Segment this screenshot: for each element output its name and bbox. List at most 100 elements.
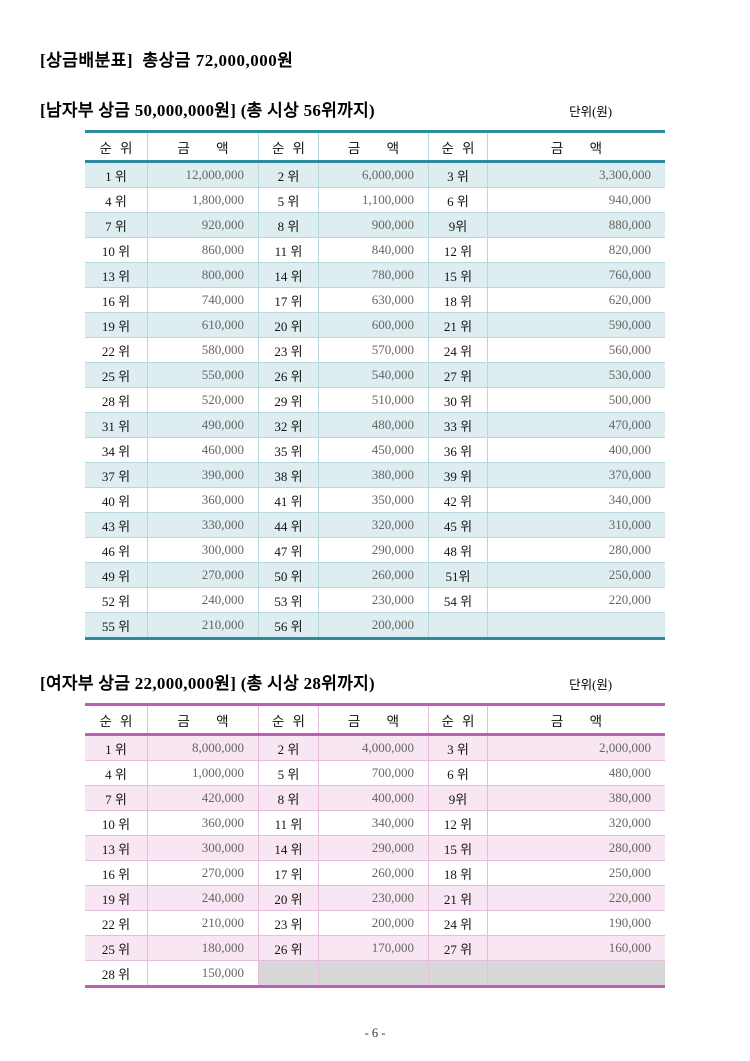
amount-cell: 200,000 bbox=[318, 613, 428, 637]
amount-cell: 360,000 bbox=[147, 488, 258, 512]
rank-cell: 19 위 bbox=[101, 891, 131, 907]
table-row: 55 위 210,000 56 위 200,000 bbox=[85, 612, 665, 637]
amount-cell: 6,000,000 bbox=[318, 163, 428, 187]
amount-cell: 470,000 bbox=[487, 413, 665, 437]
amount-cell: 290,000 bbox=[318, 836, 428, 860]
amount-cell: 630,000 bbox=[318, 288, 428, 312]
amount-cell: 380,000 bbox=[318, 463, 428, 487]
rank-cell: 26 위 bbox=[258, 363, 318, 387]
rank-cell: 17 위 bbox=[258, 861, 318, 885]
rank-cell: 19 위 bbox=[101, 318, 131, 334]
rank-cell: 6 위 bbox=[428, 761, 487, 785]
amount-cell: 2,000,000 bbox=[487, 736, 665, 760]
rank-cell: 5 위 bbox=[258, 188, 318, 212]
amount-cell: 620,000 bbox=[487, 288, 665, 312]
amount-cell: 340,000 bbox=[487, 488, 665, 512]
amount-cell: 530,000 bbox=[487, 363, 665, 387]
table-row: 28 위 520,000 29 위 510,000 30 위 500,000 bbox=[85, 387, 665, 412]
amount-cell: 800,000 bbox=[147, 263, 258, 287]
rank-cell: 52 위 bbox=[101, 593, 131, 609]
rank-cell: 22 위 bbox=[101, 916, 131, 932]
men-unit-label: 단위(원) bbox=[569, 105, 612, 119]
rank-cell: 21 위 bbox=[428, 313, 487, 337]
amount-cell: 820,000 bbox=[487, 238, 665, 262]
rank-cell: 55 위 bbox=[101, 618, 131, 634]
table-row: 37 위 390,000 38 위 380,000 39 위 370,000 bbox=[85, 462, 665, 487]
amount-cell: 560,000 bbox=[487, 338, 665, 362]
amount-cell: 240,000 bbox=[147, 886, 258, 910]
amount-cell: 250,000 bbox=[487, 563, 665, 587]
rank-cell: 11 위 bbox=[258, 811, 318, 835]
rank-cell: 40 위 bbox=[101, 493, 131, 509]
amount-cell: 360,000 bbox=[147, 811, 258, 835]
rank-cell: 49 위 bbox=[101, 568, 131, 584]
table-row: 19 위 610,000 20 위 600,000 21 위 590,000 bbox=[85, 312, 665, 337]
amount-cell: 4,000,000 bbox=[318, 736, 428, 760]
amount-cell: 480,000 bbox=[487, 761, 665, 785]
rank-cell bbox=[258, 961, 318, 985]
rank-cell: 3 위 bbox=[428, 736, 487, 760]
amount-cell: 160,000 bbox=[487, 936, 665, 960]
amount-cell: 490,000 bbox=[147, 413, 258, 437]
table-row: 46 위 300,000 47 위 290,000 48 위 280,000 bbox=[85, 537, 665, 562]
rank-cell: 45 위 bbox=[428, 513, 487, 537]
amount-cell: 210,000 bbox=[147, 911, 258, 935]
amount-cell: 320,000 bbox=[487, 811, 665, 835]
rank-cell: 50 위 bbox=[258, 563, 318, 587]
amount-cell: 330,000 bbox=[147, 513, 258, 537]
table-row: 10 위 860,000 11 위 840,000 12 위 820,000 bbox=[85, 237, 665, 262]
rank-cell: 23 위 bbox=[258, 911, 318, 935]
amount-cell: 310,000 bbox=[487, 513, 665, 537]
rank-cell: 2 위 bbox=[258, 736, 318, 760]
table-row: 40 위 360,000 41 위 350,000 42 위 340,000 bbox=[85, 487, 665, 512]
amount-cell: 3,300,000 bbox=[487, 163, 665, 187]
amount-cell: 520,000 bbox=[147, 388, 258, 412]
amount-cell: 170,000 bbox=[318, 936, 428, 960]
amount-cell: 760,000 bbox=[487, 263, 665, 287]
rank-cell: 36 위 bbox=[428, 438, 487, 462]
table-row: 34 위 460,000 35 위 450,000 36 위 400,000 bbox=[85, 437, 665, 462]
table-row: 25 위 550,000 26 위 540,000 27 위 530,000 bbox=[85, 362, 665, 387]
amount-cell: 1,100,000 bbox=[318, 188, 428, 212]
amount-cell: 590,000 bbox=[487, 313, 665, 337]
amount-cell: 860,000 bbox=[147, 238, 258, 262]
amount-cell: 230,000 bbox=[318, 588, 428, 612]
table-row: 28 위 150,000 bbox=[85, 960, 665, 985]
table-row: 49 위 270,000 50 위 260,000 51위 250,000 bbox=[85, 562, 665, 587]
table-row: 13 위 300,000 14 위 290,000 15 위 280,000 bbox=[85, 835, 665, 860]
rank-cell: 48 위 bbox=[428, 538, 487, 562]
table-row: 4 위 1,000,000 5 위 700,000 6 위 480,000 bbox=[85, 760, 665, 785]
rank-cell: 9위 bbox=[428, 213, 487, 237]
amount-cell: 700,000 bbox=[318, 761, 428, 785]
rank-cell: 7 위 bbox=[105, 218, 127, 234]
amount-cell: 300,000 bbox=[147, 836, 258, 860]
amount-cell bbox=[487, 961, 665, 985]
rank-cell: 15 위 bbox=[428, 263, 487, 287]
rank-cell: 35 위 bbox=[258, 438, 318, 462]
amount-cell: 370,000 bbox=[487, 463, 665, 487]
rank-cell: 5 위 bbox=[258, 761, 318, 785]
amount-column-header: 금 액 bbox=[147, 133, 258, 160]
amount-cell: 400,000 bbox=[318, 786, 428, 810]
rank-column-header: 순 위 bbox=[258, 706, 318, 733]
table-row: 1 위 12,000,000 2 위 6,000,000 3 위 3,300,000 bbox=[85, 163, 665, 187]
table-row: 7 위 420,000 8 위 400,000 9위 380,000 bbox=[85, 785, 665, 810]
rank-cell: 31 위 bbox=[101, 418, 131, 434]
rank-cell: 14 위 bbox=[258, 263, 318, 287]
rank-cell: 4 위 bbox=[105, 766, 127, 782]
table-row: 31 위 490,000 32 위 480,000 33 위 470,000 bbox=[85, 412, 665, 437]
amount-cell: 420,000 bbox=[147, 786, 258, 810]
rank-cell: 41 위 bbox=[258, 488, 318, 512]
men-section-title: [남자부 상금 50,000,000원] (총 시상 56위까지) bbox=[40, 101, 375, 120]
amount-cell: 280,000 bbox=[487, 538, 665, 562]
table-row: 4 위 1,800,000 5 위 1,100,000 6 위 940,000 bbox=[85, 187, 665, 212]
amount-cell: 460,000 bbox=[147, 438, 258, 462]
amount-cell: 240,000 bbox=[147, 588, 258, 612]
rank-cell: 8 위 bbox=[258, 786, 318, 810]
rank-cell: 17 위 bbox=[258, 288, 318, 312]
rank-column-header: 순 위 bbox=[99, 713, 133, 729]
amount-cell: 260,000 bbox=[318, 861, 428, 885]
rank-cell: 1 위 bbox=[105, 741, 127, 757]
table-row: 19 위 240,000 20 위 230,000 21 위 220,000 bbox=[85, 885, 665, 910]
